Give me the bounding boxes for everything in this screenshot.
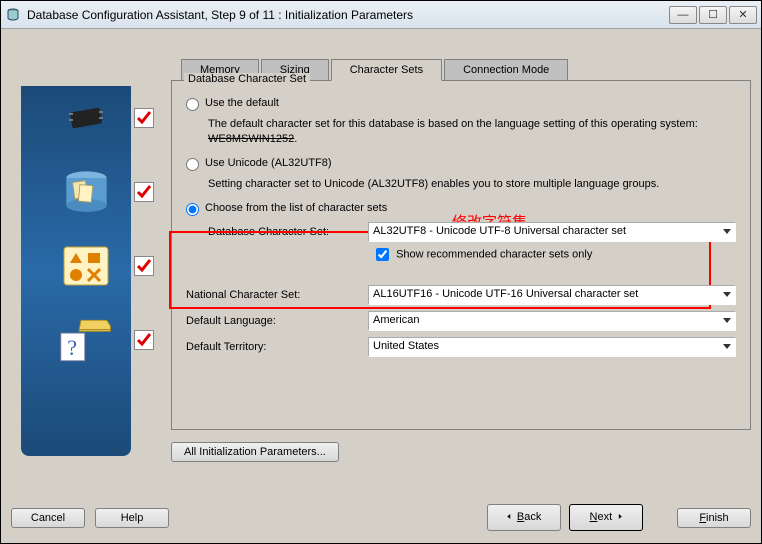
wizard-step-4: ? bbox=[16, 303, 156, 377]
step-2-check-icon bbox=[134, 182, 154, 202]
default-language-label: Default Language: bbox=[186, 315, 368, 327]
cancel-button[interactable]: Cancel bbox=[11, 508, 85, 528]
step-3-check-icon bbox=[134, 256, 154, 276]
wizard-steps-sidebar: ? bbox=[11, 41, 161, 493]
finish-button[interactable]: Finish bbox=[677, 508, 751, 528]
groupbox-label: Database Character Set bbox=[184, 73, 310, 85]
content-area: ? Memory Sizing Character Sets Connectio… bbox=[11, 41, 751, 493]
maximize-button[interactable]: ☐ bbox=[699, 6, 727, 24]
national-charset-label: National Character Set: bbox=[186, 289, 368, 301]
window-title: Database Configuration Assistant, Step 9… bbox=[27, 8, 669, 22]
help-button[interactable]: Help bbox=[95, 508, 169, 528]
bottom-bar: Cancel Help 🢐 Back Next 🢒 Finish bbox=[11, 504, 751, 531]
all-init-params-button[interactable]: All Initialization Parameters... bbox=[171, 442, 339, 462]
national-charset-combo[interactable]: AL16UTF16 - Unicode UTF-16 Universal cha… bbox=[368, 285, 736, 305]
radio-use-default-label: Use the default bbox=[205, 97, 279, 109]
default-description: The default character set for this datab… bbox=[208, 117, 736, 147]
minimize-button[interactable]: — bbox=[669, 6, 697, 24]
app-icon bbox=[5, 7, 21, 23]
tab-connection-mode[interactable]: Connection Mode bbox=[444, 59, 568, 81]
db-charset-combo[interactable]: AL32UTF8 - Unicode UTF-8 Universal chara… bbox=[368, 222, 736, 242]
unicode-description: Setting character set to Unicode (AL32UT… bbox=[208, 177, 736, 192]
radio-choose-list[interactable] bbox=[186, 203, 199, 216]
back-button[interactable]: 🢐 Back bbox=[487, 504, 561, 531]
show-recommended-checkbox[interactable] bbox=[376, 248, 389, 261]
shapes-icon bbox=[56, 241, 116, 291]
db-charset-label: Database Character Set: bbox=[208, 226, 368, 238]
default-territory-combo[interactable]: United States bbox=[368, 337, 736, 357]
folder-question-icon: ? bbox=[56, 315, 116, 365]
database-docs-icon bbox=[56, 167, 116, 217]
default-territory-label: Default Territory: bbox=[186, 341, 368, 353]
radio-use-default[interactable] bbox=[186, 98, 199, 111]
tab-character-sets[interactable]: Character Sets bbox=[331, 59, 442, 81]
main-panel: Memory Sizing Character Sets Connection … bbox=[171, 41, 751, 493]
titlebar: Database Configuration Assistant, Step 9… bbox=[1, 1, 761, 29]
default-language-combo[interactable]: American bbox=[368, 311, 736, 331]
wizard-step-3 bbox=[16, 229, 156, 303]
window: Database Configuration Assistant, Step 9… bbox=[0, 0, 762, 544]
chip-icon bbox=[56, 93, 116, 143]
show-recommended-label: Show recommended character sets only bbox=[396, 248, 592, 260]
svg-text:?: ? bbox=[67, 335, 77, 360]
close-button[interactable]: ✕ bbox=[729, 6, 757, 24]
wizard-step-1 bbox=[16, 81, 156, 155]
charset-groupbox: Database Character Set Use the default T… bbox=[171, 80, 751, 430]
radio-use-unicode[interactable] bbox=[186, 158, 199, 171]
radio-choose-list-label: Choose from the list of character sets bbox=[205, 202, 387, 214]
window-buttons: — ☐ ✕ bbox=[669, 6, 757, 24]
wizard-step-2 bbox=[16, 155, 156, 229]
next-button[interactable]: Next 🢒 bbox=[569, 504, 643, 531]
step-1-check-icon bbox=[134, 108, 154, 128]
radio-use-unicode-label: Use Unicode (AL32UTF8) bbox=[205, 157, 332, 169]
step-4-check-icon bbox=[134, 330, 154, 350]
